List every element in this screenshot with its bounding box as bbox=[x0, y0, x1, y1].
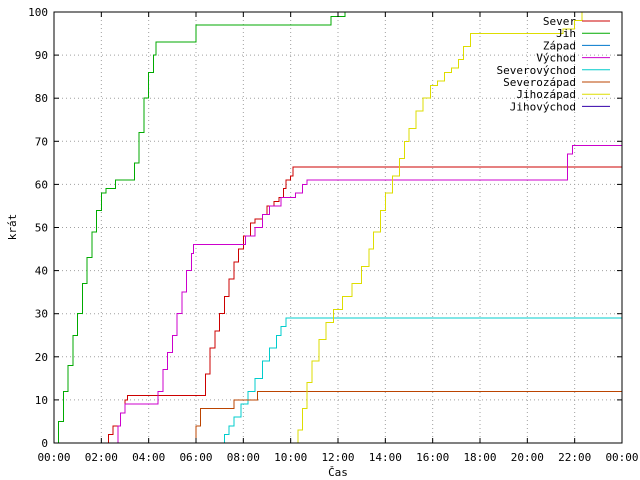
x-tick-label: 16:00 bbox=[416, 451, 449, 464]
x-tick-label: 06:00 bbox=[179, 451, 212, 464]
y-tick-label: 20 bbox=[35, 351, 48, 364]
legend-label: Severozápad bbox=[503, 76, 576, 89]
series-lines bbox=[54, 12, 622, 444]
x-tick-label: 22:00 bbox=[558, 451, 591, 464]
series-line-severozápad bbox=[193, 390, 622, 444]
grid bbox=[54, 12, 622, 443]
x-tick-label: 04:00 bbox=[132, 451, 165, 464]
y-tick-label: 30 bbox=[35, 308, 48, 321]
y-tick-label: 50 bbox=[35, 222, 48, 235]
y-tick-label: 40 bbox=[35, 265, 48, 278]
legend-label: Jihovýchod bbox=[510, 100, 576, 113]
y-tick-label: 80 bbox=[35, 92, 48, 105]
x-tick-label: 08:00 bbox=[227, 451, 260, 464]
y-tick-label: 70 bbox=[35, 135, 48, 148]
x-axis-label: Čas bbox=[328, 466, 348, 479]
y-tick-label: 100 bbox=[28, 6, 48, 19]
x-tick-label: 14:00 bbox=[369, 451, 402, 464]
x-tick-label: 02:00 bbox=[85, 451, 118, 464]
series-line-východ bbox=[115, 145, 622, 444]
legend-label: Sever bbox=[543, 15, 576, 28]
axis-ticks: 00:00 02:00 04:00 06:00 08:00 10:00 12:00 14:00… bbox=[28, 6, 638, 464]
series-line-severovýchod bbox=[219, 317, 622, 444]
x-tick-label: 12:00 bbox=[321, 451, 354, 464]
x-tick-label: 10:00 bbox=[274, 451, 307, 464]
x-tick-label: 00:00 bbox=[605, 451, 638, 464]
series-line-jihozápad bbox=[290, 12, 583, 444]
legend-label: Jih bbox=[556, 27, 576, 40]
legend-label: Severovýchod bbox=[497, 64, 576, 77]
legend-label: Východ bbox=[536, 52, 576, 65]
legend-label: Západ bbox=[543, 39, 576, 52]
y-tick-label: 10 bbox=[35, 394, 48, 407]
x-tick-label: 20:00 bbox=[511, 451, 544, 464]
y-tick-label: 0 bbox=[41, 437, 48, 450]
y-tick-label: 90 bbox=[35, 49, 48, 62]
y-tick-label: 60 bbox=[35, 178, 48, 191]
x-tick-label: 00:00 bbox=[37, 451, 70, 464]
y-axis-label: krát bbox=[6, 214, 19, 241]
legend: SeverJihZápadVýchodSeverovýchodSeverozáp… bbox=[497, 15, 610, 113]
x-tick-label: 18:00 bbox=[463, 451, 496, 464]
legend-label: Jihozápad bbox=[516, 88, 576, 101]
series-line-jih bbox=[54, 12, 346, 444]
